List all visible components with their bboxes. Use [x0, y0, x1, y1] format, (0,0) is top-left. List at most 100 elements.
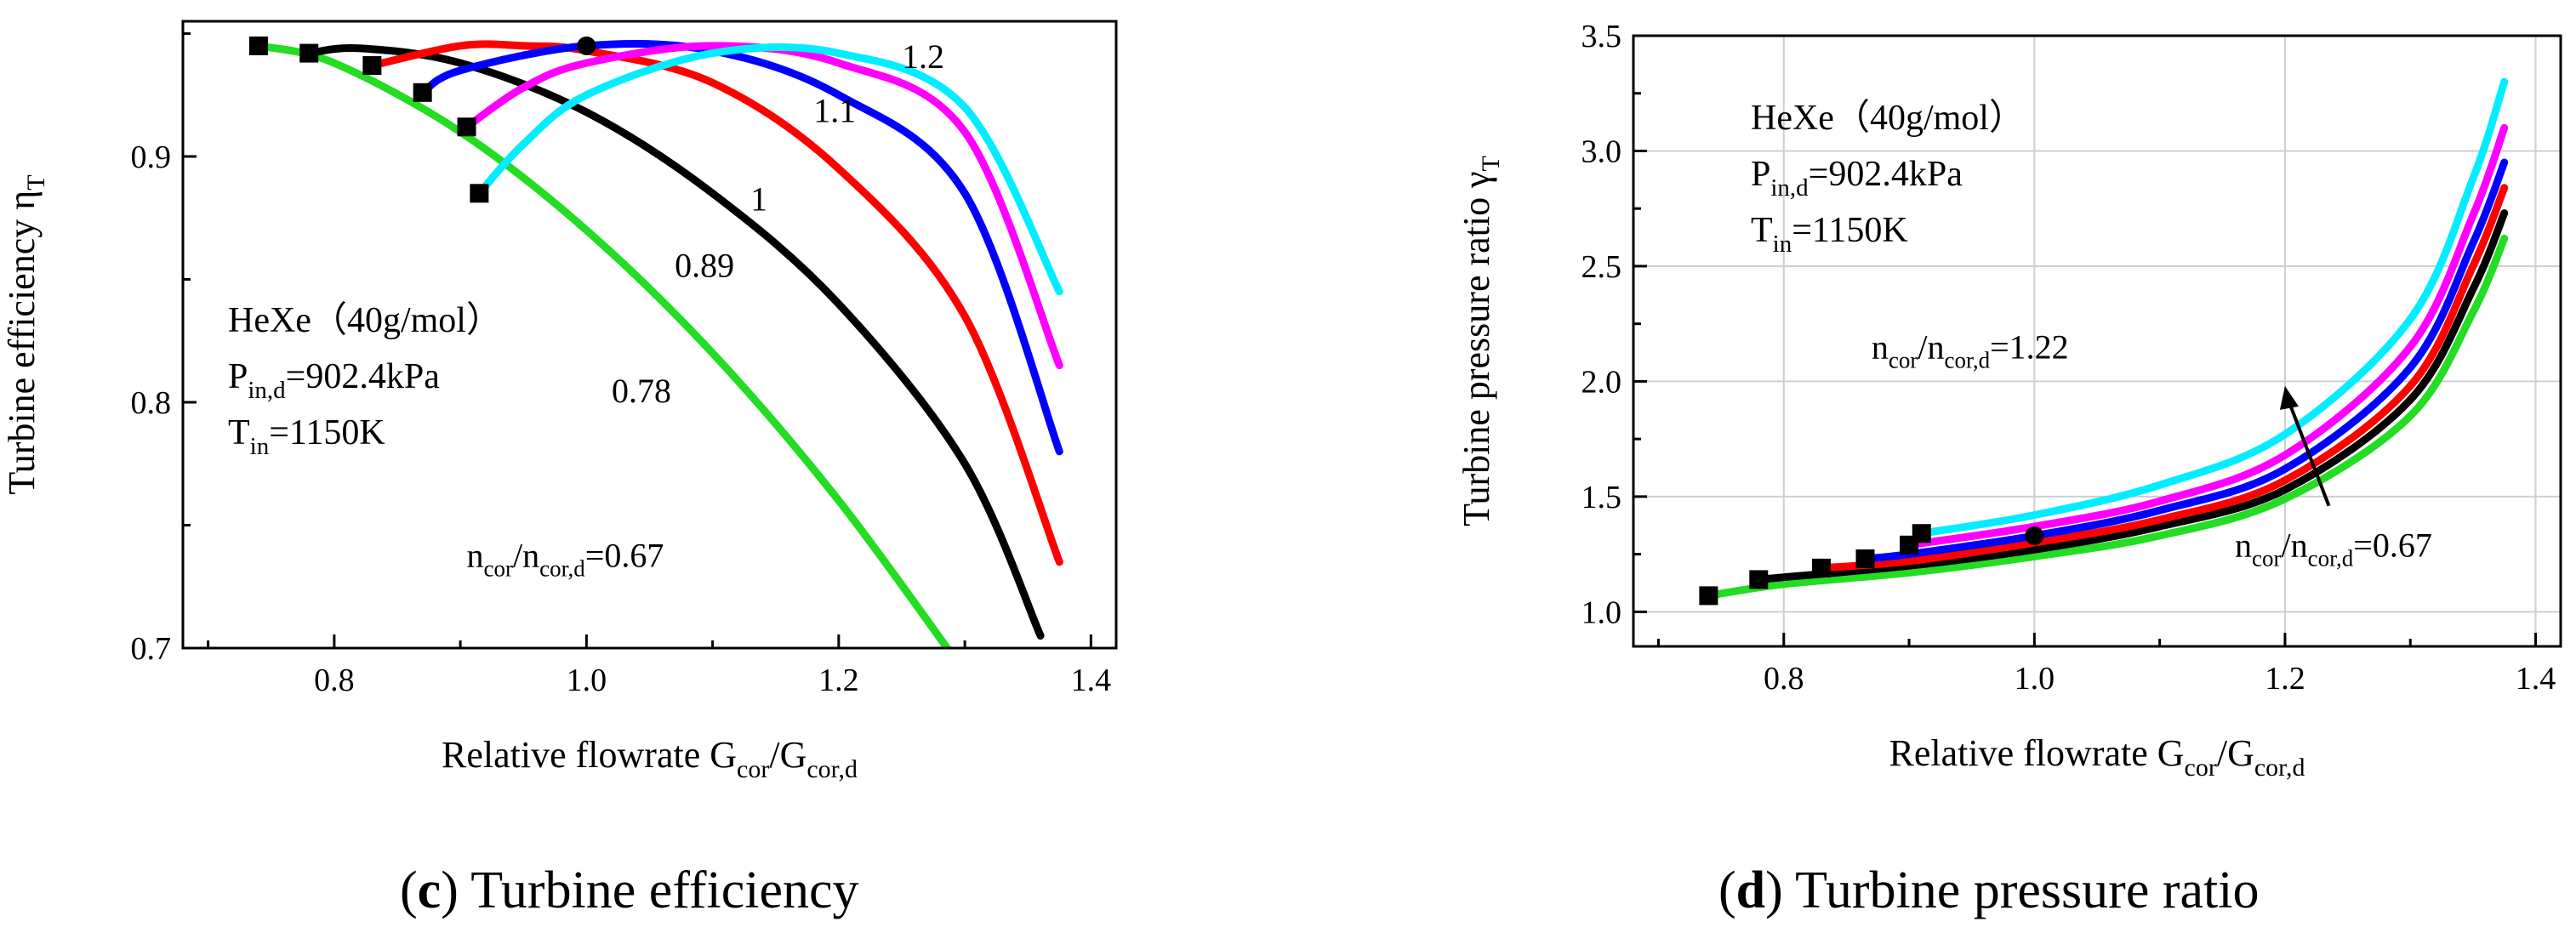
speed-annotation-bottom-1-part-0: n: [2235, 526, 2252, 564]
x-axis-label-1-sub-3: cor,d: [2254, 754, 2305, 782]
chart-0: 0.8 1.0 1.2 1.4 0.7 0.8 0.9 Relative flowrate G…: [1, 20, 1118, 783]
curve-label-0-5: 1.2: [902, 37, 944, 76]
speed-annotation-bottom-1-sub-3: cor,d: [2308, 545, 2354, 571]
speed-annotation-top-1-part-0: n: [1872, 327, 1889, 366]
info-line-1-2: Tin=1150K: [1751, 211, 1908, 258]
info-line-1-2-part-0: T: [1751, 211, 1773, 250]
curve-label-0-3: 1: [750, 180, 767, 219]
series-line-1-5: [1918, 77, 2509, 538]
y-tick-label-0-1: 0.8: [131, 385, 172, 421]
start-marker-0-4: [457, 117, 476, 137]
caption-c-text: Turbine efficiency: [458, 862, 859, 919]
start-marker-1-2: [1811, 558, 1831, 577]
x-tick-label-1-2: 1.2: [2265, 661, 2305, 697]
info-line-0-2-part-0: T: [228, 413, 250, 452]
curve-label-0-4: 1.1: [813, 91, 856, 129]
speed-annotation-top-1: ncor/ncor,d=1.22: [1872, 327, 2069, 373]
series-line-0-1: [305, 43, 1045, 640]
start-marker-1-5: [1912, 524, 1931, 543]
speed-annotation-bottom-1-part-2: /n: [2282, 526, 2308, 564]
y-axis-label-1: Turbine pressure ratio γT: [1456, 156, 1505, 526]
y-tick-label-0-2: 0.9: [131, 139, 172, 175]
info-line-0-1-part-2: =902.4kPa: [286, 357, 441, 396]
info-line-0-1: Pin,d=902.4kPa: [228, 357, 440, 404]
y-axis-label-1-part-0: Turbine pressure ratio γ: [1456, 171, 1497, 526]
info-line-0-1-sub-1: in,d: [248, 377, 286, 404]
start-marker-1-3: [1855, 549, 1875, 569]
caption-c-letter: c: [417, 862, 442, 919]
series-line-0-5: [475, 43, 1063, 296]
y-axis-label-0-part-0: Turbine efficiency η: [1, 191, 43, 495]
start-marker-1-1: [1749, 570, 1769, 589]
y-axis-label-0-sub-1: T: [22, 174, 50, 190]
x-axis-label-0-sub-1: cor: [737, 755, 769, 783]
info-line-0-0: HeXe（40g/mol）: [228, 301, 502, 340]
y-tick-label-0-0: 0.7: [131, 631, 172, 667]
caption-d-letter: d: [1735, 862, 1766, 919]
curve-label-0-2: 0.89: [675, 247, 734, 285]
y-tick-label-1-3: 2.5: [1582, 249, 1622, 285]
y-axis-label-0: Turbine efficiency ηT: [1, 174, 50, 494]
x-axis-label-1-part-0: Relative flowrate G: [1889, 732, 2185, 774]
plot-frame-0: [181, 20, 1118, 650]
y-tick-label-1-1: 1.5: [1582, 480, 1622, 515]
speed-annotation-0-part-2: /n: [513, 537, 539, 575]
speed-arrow-line-1: [2288, 404, 2331, 507]
x-axis-label-0-part-0: Relative flowrate G: [442, 734, 737, 776]
x-tick-label-1-1: 1.0: [2015, 661, 2055, 697]
series-line-1-2: [1817, 184, 2509, 572]
speed-arrow-head-1: [2279, 385, 2299, 410]
x-axis-label-1-part-2: /G: [2217, 732, 2254, 774]
y-tick-label-1-5: 3.5: [1582, 19, 1622, 54]
y-tick-label-1-2: 2.0: [1582, 364, 1622, 400]
x-axis-label-0: Relative flowrate Gcor/Gcor,d: [442, 734, 858, 783]
x-tick-label-1-3: 1.4: [2516, 661, 2556, 697]
design-point-0: [577, 36, 596, 55]
x-axis-label-0-sub-3: cor,d: [806, 755, 858, 783]
series-line-1-1: [1754, 209, 2509, 583]
info-line-0-1-part-0: P: [228, 357, 248, 396]
info-line-1-0-part-0: HeXe（40g/mol）: [1751, 99, 2025, 138]
info-line-1-1-sub-1: in,d: [1770, 174, 1809, 202]
start-marker-1-0: [1699, 586, 1718, 606]
start-marker-0-3: [413, 82, 432, 102]
chart-1: 0.8 1.0 1.2 1.4 1.0 1.5 2.0 2.5 3.0 3.5 Relative f…: [1456, 19, 2562, 782]
series-line-0-3: [419, 39, 1063, 456]
speed-annotation-0-sub-1: cor: [484, 556, 513, 582]
series-line-1-3: [1861, 158, 2509, 563]
x-axis-label-0-part-2: /G: [769, 734, 806, 776]
design-point-1: [2025, 526, 2044, 545]
y-axis-label-1-sub-1: T: [1477, 156, 1505, 171]
speed-annotation-bottom-1-sub-1: cor: [2252, 545, 2281, 571]
speed-annotation-bottom-1-part-4: =0.67: [2353, 526, 2432, 564]
caption-c: (c) Turbine efficiency: [400, 862, 859, 919]
info-line-1-1-part-0: P: [1751, 155, 1770, 194]
caption-d-text: Turbine pressure ratio: [1782, 862, 2260, 919]
speed-annotation-top-1-sub-1: cor: [1889, 347, 1918, 373]
info-line-0-2-part-2: =1150K: [269, 413, 385, 452]
speed-annotation-top-1-part-2: /n: [1918, 327, 1944, 366]
chart-1-series: [1704, 77, 2509, 600]
speed-annotation-0-part-0: n: [467, 537, 484, 575]
x-tick-label-0-0: 0.8: [314, 663, 355, 698]
start-marker-0-5: [470, 184, 489, 203]
series-line-0-0: [254, 42, 952, 648]
series-line-1-0: [1704, 234, 2509, 600]
info-line-1-1-part-2: =902.4kPa: [1809, 155, 1963, 194]
x-axis-label-1-sub-1: cor: [2185, 754, 2217, 782]
curve-label-0-1: 0.78: [612, 372, 671, 410]
x-axis-label-1: Relative flowrate Gcor/Gcor,d: [1889, 732, 2305, 782]
info-line-0-0-part-0: HeXe（40g/mol）: [228, 301, 502, 340]
start-marker-0-0: [248, 36, 268, 55]
info-line-0-2: Tin=1150K: [228, 413, 385, 460]
series-line-0-2: [368, 40, 1063, 566]
info-line-1-1: Pin,d=902.4kPa: [1751, 155, 1963, 202]
x-tick-label-0-3: 1.4: [1071, 663, 1112, 698]
info-line-1-2-part-2: =1150K: [1792, 211, 1907, 250]
speed-annotation-0: ncor/ncor,d=0.67: [467, 537, 664, 582]
x-tick-label-0-1: 1.0: [567, 663, 607, 698]
x-tick-label-1-0: 0.8: [1764, 661, 1804, 697]
start-marker-0-2: [362, 56, 382, 76]
speed-annotation-top-1-part-4: =1.22: [1990, 327, 2069, 366]
